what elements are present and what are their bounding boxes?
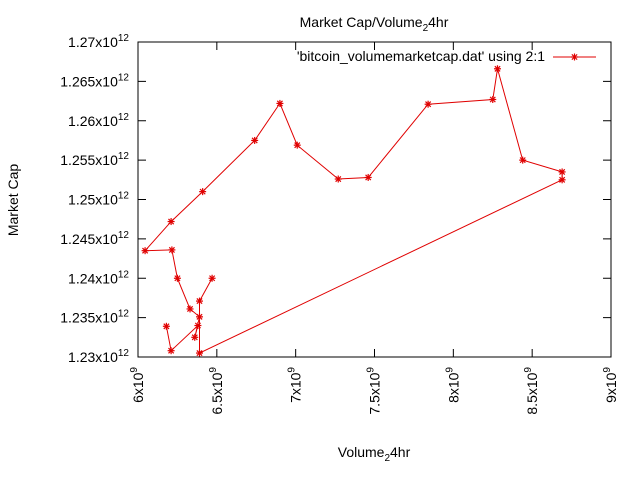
data-point (276, 100, 283, 107)
data-point (187, 305, 194, 312)
series-group (142, 65, 566, 356)
data-point (174, 275, 181, 282)
data-point (519, 157, 526, 164)
y-axis-label: Market Cap (5, 164, 21, 237)
legend-point-marker (571, 54, 578, 61)
legend: 'bitcoin_volumemarketcap.dat' using 2:1 (297, 48, 596, 64)
y-tick-label: 1.245x1012 (60, 230, 129, 247)
y-tick-label: 1.23x1012 (68, 348, 129, 365)
data-point (168, 246, 175, 253)
data-point (494, 65, 501, 72)
x-tick-labels: 6x109 6.5x109 7x109 7.5x109 8x109 8.5x109 9x10… (129, 367, 619, 415)
data-point (489, 96, 496, 103)
chart-title: Market Cap/Volume24hr (300, 14, 449, 34)
axis-ticks (138, 42, 611, 357)
data-point (425, 101, 432, 108)
data-point (168, 218, 175, 225)
x-tick-label: 8.5x109 (523, 367, 540, 415)
x-tick-label: 7x109 (287, 367, 304, 403)
y-tick-label: 1.27x1012 (68, 33, 129, 50)
legend-marker (571, 54, 578, 61)
data-point (199, 188, 206, 195)
legend-label: 'bitcoin_volumemarketcap.dat' using 2:1 (297, 48, 545, 64)
x-tick-label: 7.5x109 (366, 367, 383, 415)
data-point (191, 334, 198, 341)
y-tick-labels: 1.23x1012 1.235x1012 1.24x1012 1.245x1012 1.… (60, 33, 129, 365)
data-point (294, 142, 301, 149)
x-axis-label: Volume24hr (338, 444, 411, 464)
data-point (335, 176, 342, 183)
y-tick-label: 1.265x1012 (60, 72, 129, 89)
y-tick-label: 1.25x1012 (68, 191, 129, 208)
data-point (196, 313, 203, 320)
x-tick-label: 8x109 (444, 367, 461, 403)
x-tick-label: 6x109 (129, 367, 146, 403)
y-tick-label: 1.26x1012 (68, 112, 129, 129)
x-tick-label: 9x109 (602, 367, 619, 403)
data-point (209, 275, 216, 282)
data-point (142, 247, 149, 254)
series-line-0 (145, 69, 562, 353)
data-point (559, 176, 566, 183)
data-point (365, 174, 372, 181)
data-point (168, 347, 175, 354)
data-point (163, 323, 170, 330)
plot-frame (138, 42, 611, 357)
y-tick-label: 1.255x1012 (60, 151, 129, 168)
data-point (559, 168, 566, 175)
y-tick-label: 1.235x1012 (60, 309, 129, 326)
data-point (251, 137, 258, 144)
y-tick-label: 1.24x1012 (68, 269, 129, 286)
x-tick-label: 6.5x109 (208, 367, 225, 415)
data-point (196, 298, 203, 305)
data-point (196, 350, 203, 357)
data-point (194, 322, 201, 329)
